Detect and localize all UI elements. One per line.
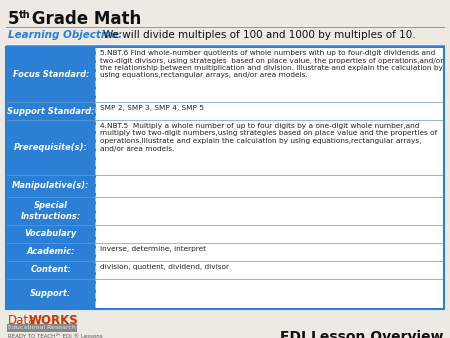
Text: Academic:: Academic: [27,247,75,257]
Text: READY TO TEACH℠ EDI ® Lessons: READY TO TEACH℠ EDI ® Lessons [8,334,103,338]
Text: Learning Objective:: Learning Objective: [8,30,122,40]
Text: inverse, determine, interpret: inverse, determine, interpret [100,246,206,252]
Bar [6,47,96,309]
Bar [7,324,77,332]
Text: Focus Standard:: Focus Standard: [13,70,89,79]
Text: Prerequisite(s):: Prerequisite(s): [14,143,88,152]
Text: Educational Research: Educational Research [8,325,76,330]
Text: Special
Instructions:: Special Instructions: [21,201,81,221]
Text: SMP 2, SMP 3, SMP 4, SMP 5: SMP 2, SMP 3, SMP 4, SMP 5 [100,105,204,111]
Text: Manipulative(s):: Manipulative(s): [12,182,90,191]
Text: 4.NBT.5  Multiply a whole number of up to four digits by a one-digit whole numbe: 4.NBT.5 Multiply a whole number of up to… [100,123,437,151]
Text: Support:: Support: [31,290,72,298]
Text: EDI Lesson Overview: EDI Lesson Overview [280,330,444,338]
Bar [96,47,444,309]
Text: WORKS: WORKS [28,314,78,327]
Text: division, quotient, dividend, divisor: division, quotient, dividend, divisor [100,264,229,270]
Bar [6,47,444,309]
Text: 5: 5 [8,10,19,28]
Text: Content:: Content: [31,266,72,274]
Text: Data: Data [8,314,36,327]
Text: Grade Math: Grade Math [26,10,141,28]
Text: Educational Research: Educational Research [8,325,76,330]
Text: Vocabulary: Vocabulary [25,230,77,239]
Text: Support Standard:: Support Standard: [7,106,95,116]
Text: th: th [19,10,31,20]
Text: 5.NBT.6 Find whole-number quotients of whole numbers with up to four-digit divid: 5.NBT.6 Find whole-number quotients of w… [100,50,443,78]
Text: We will divide multiples of 100 and 1000 by multiples of 10.: We will divide multiples of 100 and 1000… [103,30,416,40]
